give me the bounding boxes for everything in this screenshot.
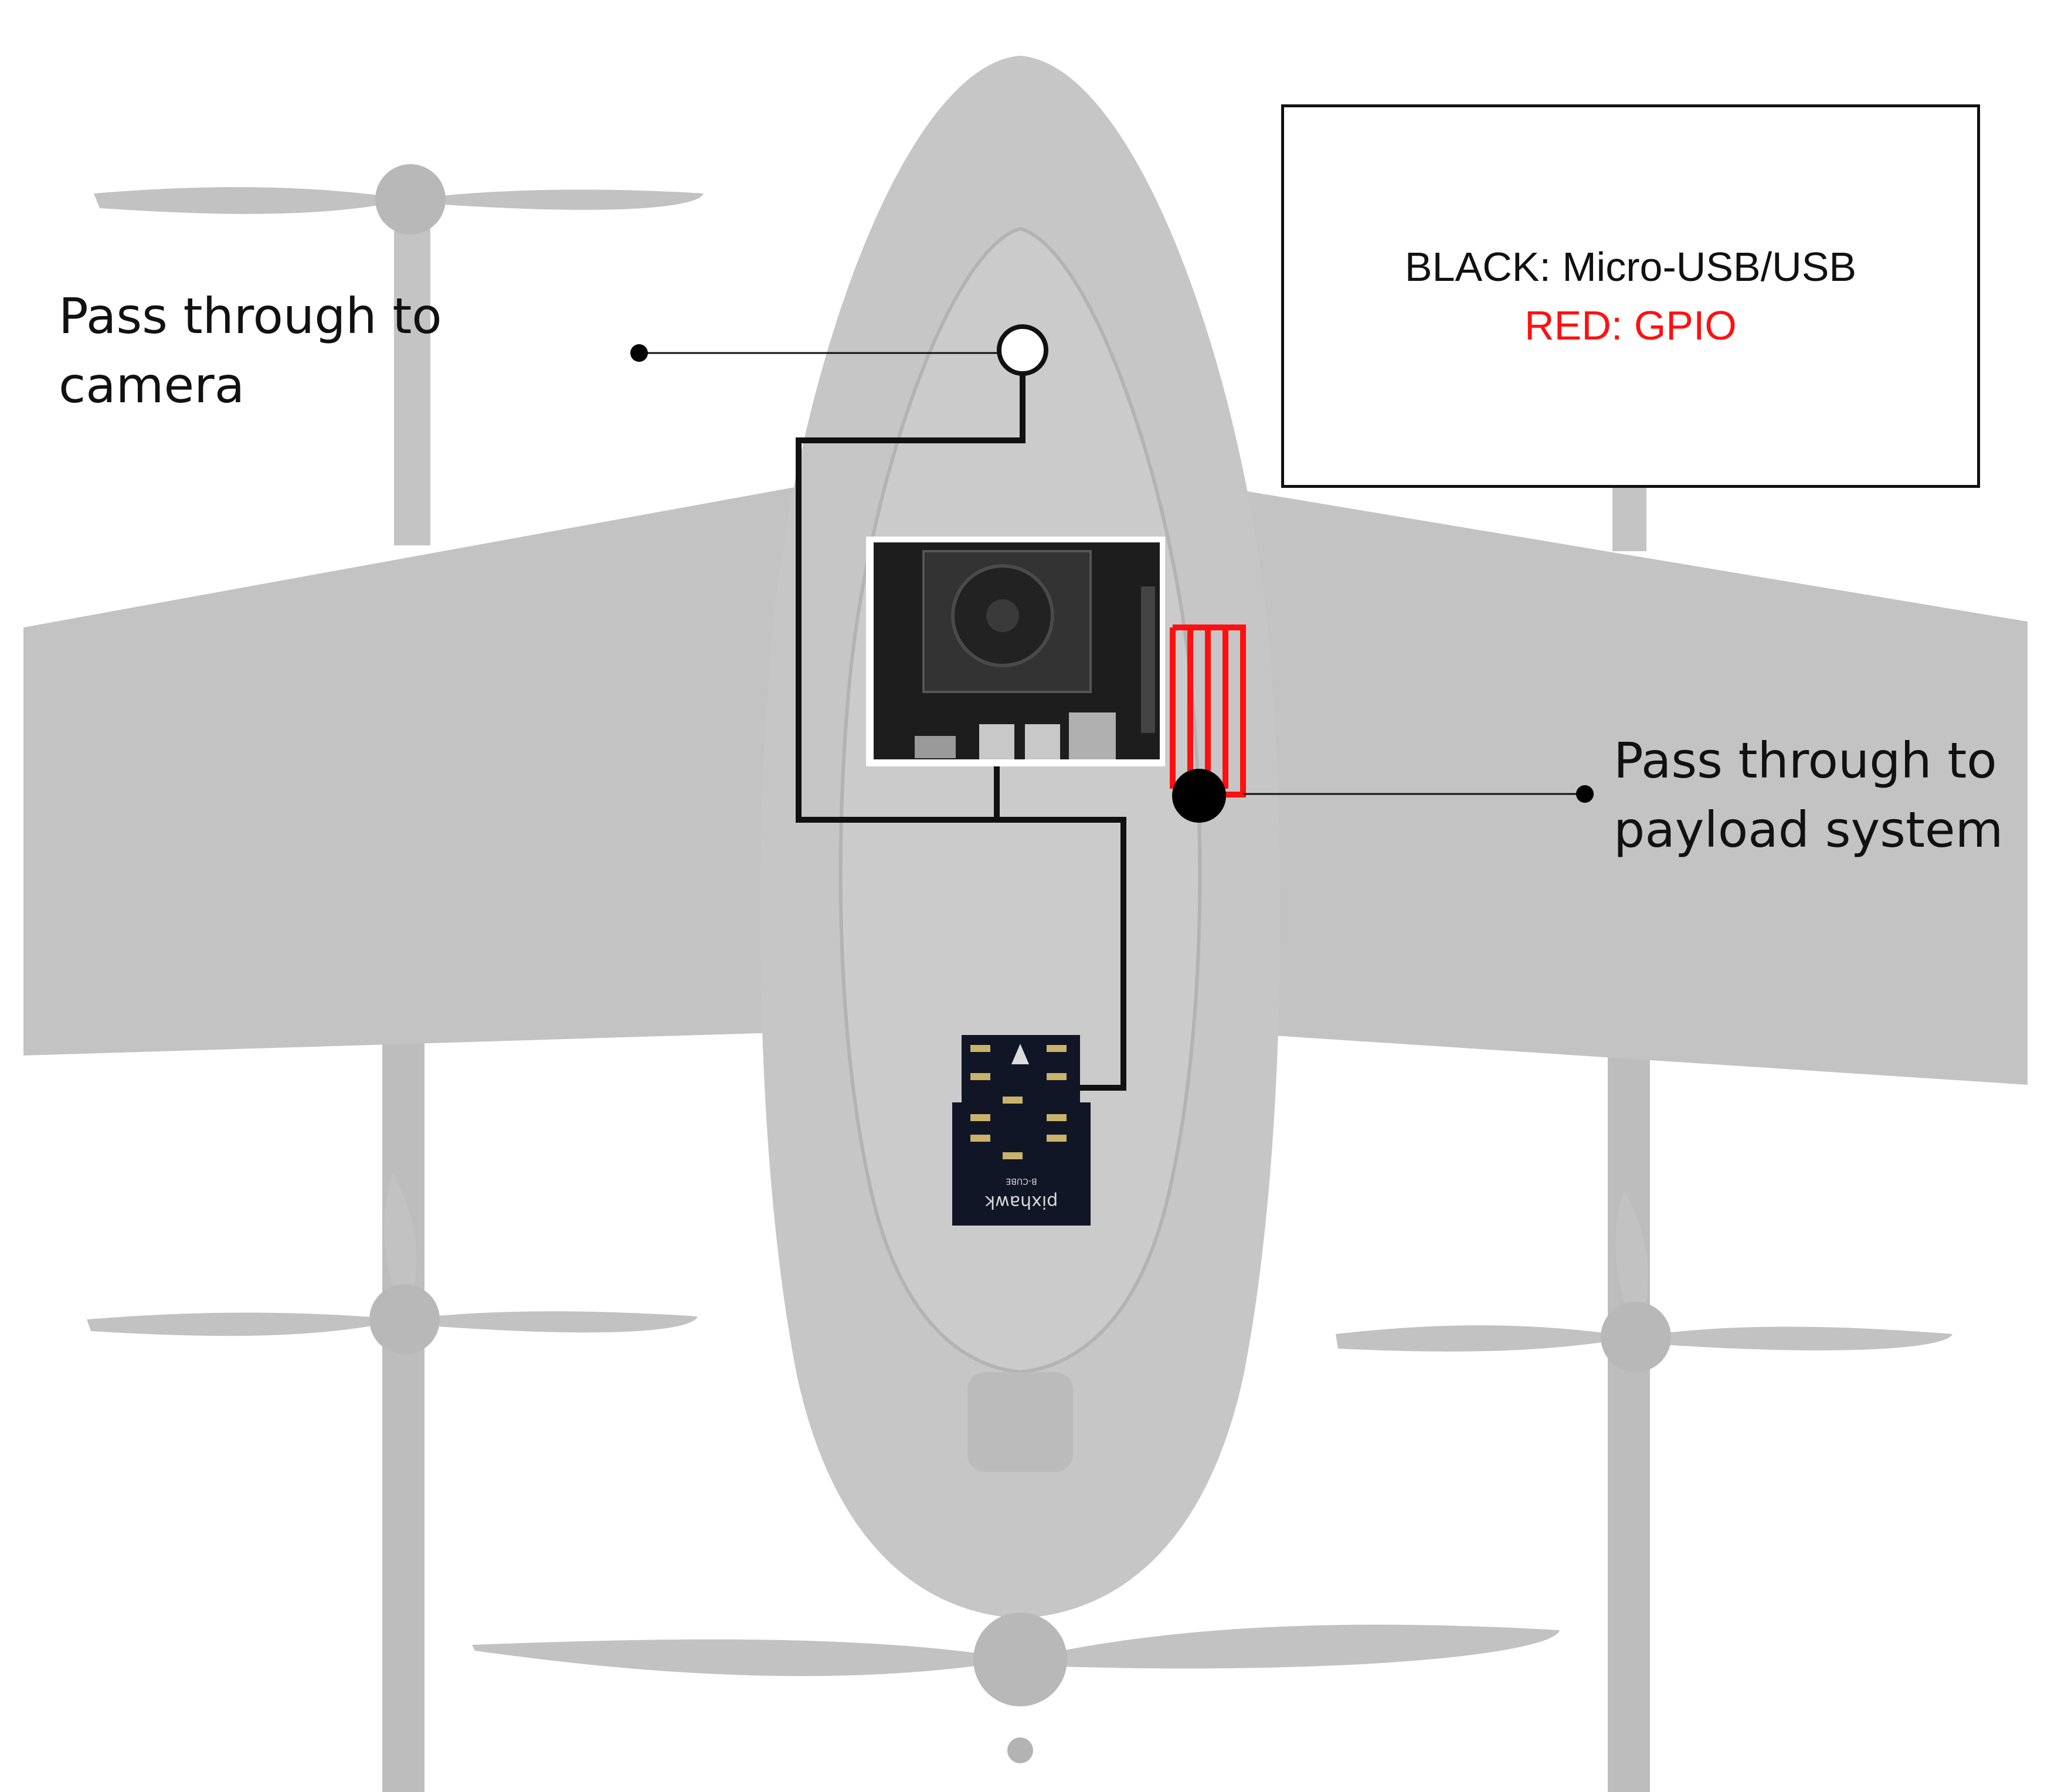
front-left-propeller [94,164,704,235]
airframe [23,56,2028,1792]
usb-port-1 [979,724,1014,759]
legend-gpio-entry: RED: GPIO [1524,303,1737,348]
ethernet-port [1069,712,1116,759]
camera-port-icon [997,324,1048,376]
camera-leader-dot [630,344,648,362]
fc-connector-pads [970,1045,1067,1159]
left-rear-boom [382,997,425,1792]
usb-wiring [796,366,1126,1091]
leader-lines [630,344,1594,803]
payload-port-icon [1172,769,1226,823]
camera-usb-wire [796,366,1126,1091]
pixhawk-cube-icon [952,1035,1091,1226]
usb-port-2 [1025,724,1060,759]
arrow-marker-icon [1011,1044,1029,1064]
pusher-propeller [472,1613,1560,1763]
legend-usb-entry: BLACK: Micro-USB/USB [1404,244,1857,290]
wire-legend: BLACK: Micro-USB/USB RED: GPIO [1281,104,1980,488]
right-rear-boom [1608,997,1650,1792]
payload-passthrough-label: Pass through to payload system [1614,732,2004,858]
fc-model-text: B-CUBE [1006,1176,1037,1186]
camera-passthrough-label: Pass through to camera [59,287,442,414]
gpio-header [1141,586,1155,733]
legend-content: BLACK: Micro-USB/USB RED: GPIO [1405,237,1856,355]
hdmi-port [915,736,956,758]
companion-computer [866,537,1165,766]
rear-left-propeller [87,1173,698,1355]
flight-controller: pixhawk B-CUBE [952,1035,1091,1226]
payload-leader-dot [1576,785,1594,803]
tail-block [967,1372,1073,1472]
fc-brand-text: pixhawk [984,1192,1058,1212]
left-front-boom [394,217,430,545]
rear-right-propeller [1336,1190,1952,1372]
